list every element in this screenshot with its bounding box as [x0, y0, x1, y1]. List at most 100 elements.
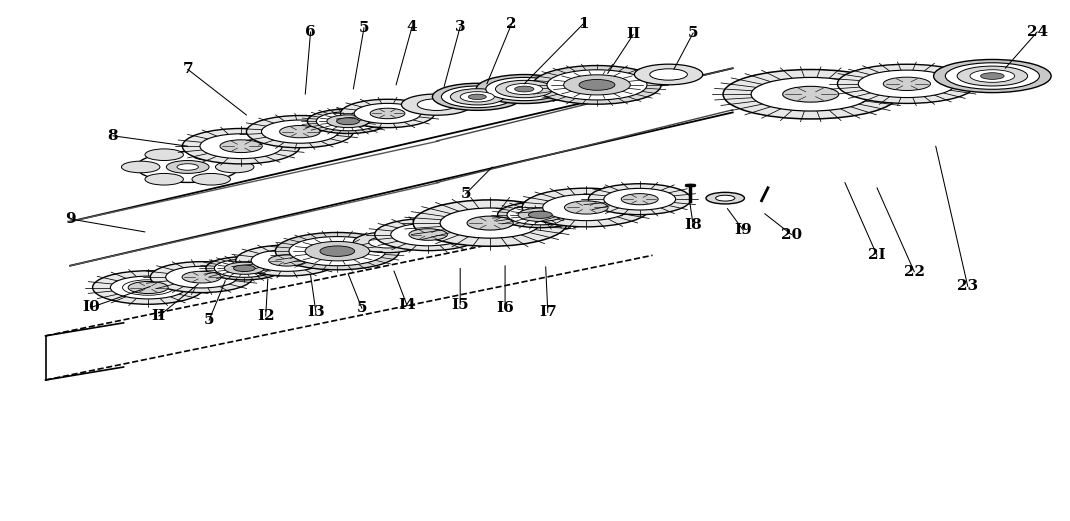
- Text: 4: 4: [407, 20, 417, 34]
- Ellipse shape: [980, 73, 1004, 79]
- Ellipse shape: [144, 149, 183, 160]
- Ellipse shape: [289, 237, 385, 266]
- Ellipse shape: [305, 241, 369, 261]
- Ellipse shape: [182, 271, 221, 283]
- Ellipse shape: [486, 78, 563, 101]
- Ellipse shape: [413, 200, 567, 246]
- Ellipse shape: [476, 75, 572, 104]
- Ellipse shape: [353, 232, 422, 253]
- Ellipse shape: [123, 280, 173, 295]
- Ellipse shape: [622, 194, 658, 205]
- Ellipse shape: [192, 149, 230, 160]
- Ellipse shape: [177, 164, 198, 170]
- Text: 7: 7: [182, 63, 193, 76]
- Ellipse shape: [782, 86, 839, 102]
- Ellipse shape: [498, 202, 583, 228]
- Text: II: II: [626, 28, 641, 42]
- Ellipse shape: [200, 134, 282, 158]
- Ellipse shape: [442, 86, 514, 108]
- Ellipse shape: [518, 208, 563, 221]
- Ellipse shape: [529, 211, 552, 218]
- Ellipse shape: [507, 205, 574, 225]
- Ellipse shape: [432, 83, 522, 110]
- Ellipse shape: [564, 75, 630, 95]
- Ellipse shape: [150, 262, 253, 293]
- Text: 2I: 2I: [868, 249, 886, 262]
- Ellipse shape: [136, 152, 239, 182]
- Ellipse shape: [279, 126, 320, 138]
- Ellipse shape: [220, 140, 262, 153]
- Text: 24: 24: [1027, 25, 1048, 39]
- Ellipse shape: [251, 250, 323, 271]
- Ellipse shape: [506, 83, 542, 94]
- Text: I5: I5: [452, 297, 469, 312]
- Ellipse shape: [522, 188, 651, 227]
- Ellipse shape: [934, 59, 1051, 93]
- Text: 5: 5: [688, 26, 699, 40]
- Ellipse shape: [547, 70, 647, 100]
- Text: 2: 2: [506, 17, 517, 31]
- Text: II: II: [152, 309, 166, 323]
- Ellipse shape: [246, 116, 353, 148]
- Ellipse shape: [579, 80, 615, 90]
- Text: 6: 6: [305, 25, 316, 39]
- Ellipse shape: [495, 80, 553, 98]
- Ellipse shape: [946, 63, 1039, 89]
- Ellipse shape: [957, 66, 1027, 86]
- Text: I8: I8: [685, 218, 702, 232]
- Ellipse shape: [723, 69, 899, 119]
- Text: 5: 5: [203, 313, 214, 327]
- Text: I2: I2: [257, 309, 275, 323]
- Ellipse shape: [225, 262, 264, 275]
- Ellipse shape: [374, 218, 482, 251]
- Ellipse shape: [469, 94, 486, 100]
- Ellipse shape: [269, 255, 306, 266]
- Ellipse shape: [326, 115, 369, 128]
- Ellipse shape: [858, 70, 956, 97]
- Ellipse shape: [401, 94, 472, 115]
- Ellipse shape: [716, 195, 735, 201]
- Ellipse shape: [205, 257, 282, 280]
- Text: 5: 5: [356, 301, 367, 315]
- Text: I6: I6: [496, 301, 514, 315]
- Ellipse shape: [603, 189, 675, 210]
- Ellipse shape: [166, 160, 209, 173]
- Text: 8: 8: [108, 129, 118, 143]
- Ellipse shape: [317, 111, 380, 131]
- Ellipse shape: [337, 118, 360, 125]
- Ellipse shape: [233, 265, 255, 271]
- Text: 23: 23: [958, 279, 978, 293]
- Ellipse shape: [144, 173, 183, 185]
- Ellipse shape: [635, 64, 703, 85]
- Text: I4: I4: [398, 297, 415, 312]
- Ellipse shape: [838, 64, 976, 104]
- Ellipse shape: [515, 86, 534, 92]
- Ellipse shape: [307, 109, 388, 133]
- Ellipse shape: [275, 232, 399, 270]
- Ellipse shape: [166, 266, 238, 288]
- Ellipse shape: [369, 237, 407, 248]
- Ellipse shape: [409, 229, 447, 240]
- Ellipse shape: [192, 173, 230, 185]
- Ellipse shape: [649, 69, 687, 80]
- Text: 22: 22: [904, 265, 924, 279]
- Ellipse shape: [460, 92, 494, 102]
- Ellipse shape: [450, 89, 504, 105]
- Text: 20: 20: [781, 228, 802, 242]
- Ellipse shape: [110, 276, 186, 299]
- Text: 1: 1: [578, 17, 589, 31]
- Ellipse shape: [751, 78, 870, 111]
- Ellipse shape: [320, 246, 354, 256]
- Ellipse shape: [417, 99, 456, 110]
- Ellipse shape: [467, 216, 514, 230]
- Text: 5: 5: [358, 21, 369, 35]
- Ellipse shape: [440, 208, 540, 238]
- Ellipse shape: [214, 259, 274, 277]
- Ellipse shape: [354, 103, 421, 123]
- Ellipse shape: [93, 271, 203, 304]
- Ellipse shape: [128, 281, 168, 293]
- Ellipse shape: [370, 108, 404, 119]
- Text: I7: I7: [539, 305, 556, 319]
- Ellipse shape: [391, 223, 465, 246]
- Text: I3: I3: [307, 305, 325, 319]
